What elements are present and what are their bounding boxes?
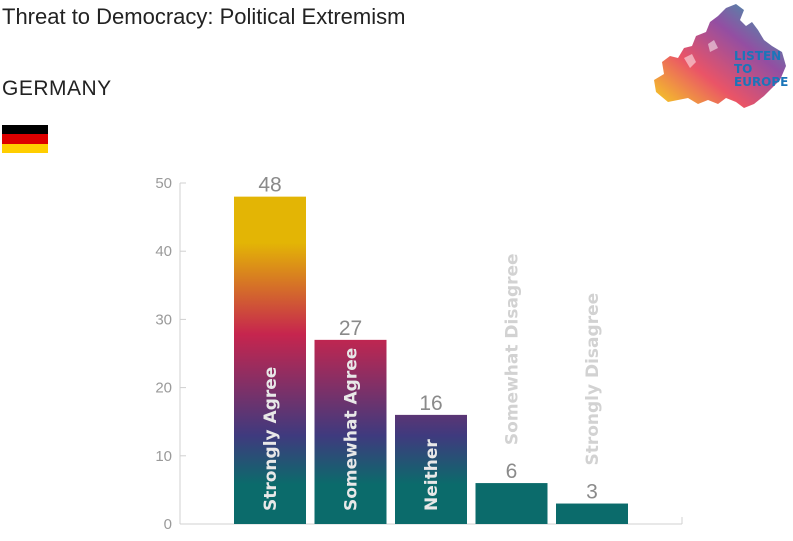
category-label: Strongly Agree [261, 367, 281, 511]
value-label: 27 [339, 317, 362, 340]
y-tick-label: 0 [164, 516, 172, 533]
y-tick-label: 20 [155, 380, 172, 397]
logo-line-2: TO [734, 62, 753, 76]
y-tick-label: 10 [155, 448, 172, 465]
logo-line-3: EUROPE [734, 75, 789, 89]
y-tick-label: 50 [155, 175, 172, 192]
bar [234, 196, 306, 524]
y-tick-label: 40 [155, 243, 172, 260]
bar [314, 339, 387, 524]
value-label: 48 [258, 174, 281, 197]
value-label: 16 [419, 392, 442, 415]
logo-wordmark: LISTEN TO EUROPE [734, 50, 788, 89]
logo-line-1: LISTEN [734, 49, 782, 63]
germany-flag-icon [2, 125, 48, 153]
category-label: Somewhat Agree [342, 348, 362, 511]
category-label: Somewhat Disagree [503, 253, 523, 445]
y-tick-label: 30 [155, 311, 172, 328]
bar [395, 414, 467, 524]
bar [475, 483, 548, 524]
country-label: GERMANY [2, 77, 112, 100]
bar [556, 503, 628, 524]
category-label: Strongly Disagree [583, 293, 603, 466]
chart-title: Threat to Democracy: Political Extremism [2, 4, 406, 29]
europe-map-logo-icon [654, 4, 786, 108]
category-label: Neither [422, 439, 442, 511]
value-label: 3 [586, 481, 598, 504]
value-label: 6 [506, 460, 518, 483]
